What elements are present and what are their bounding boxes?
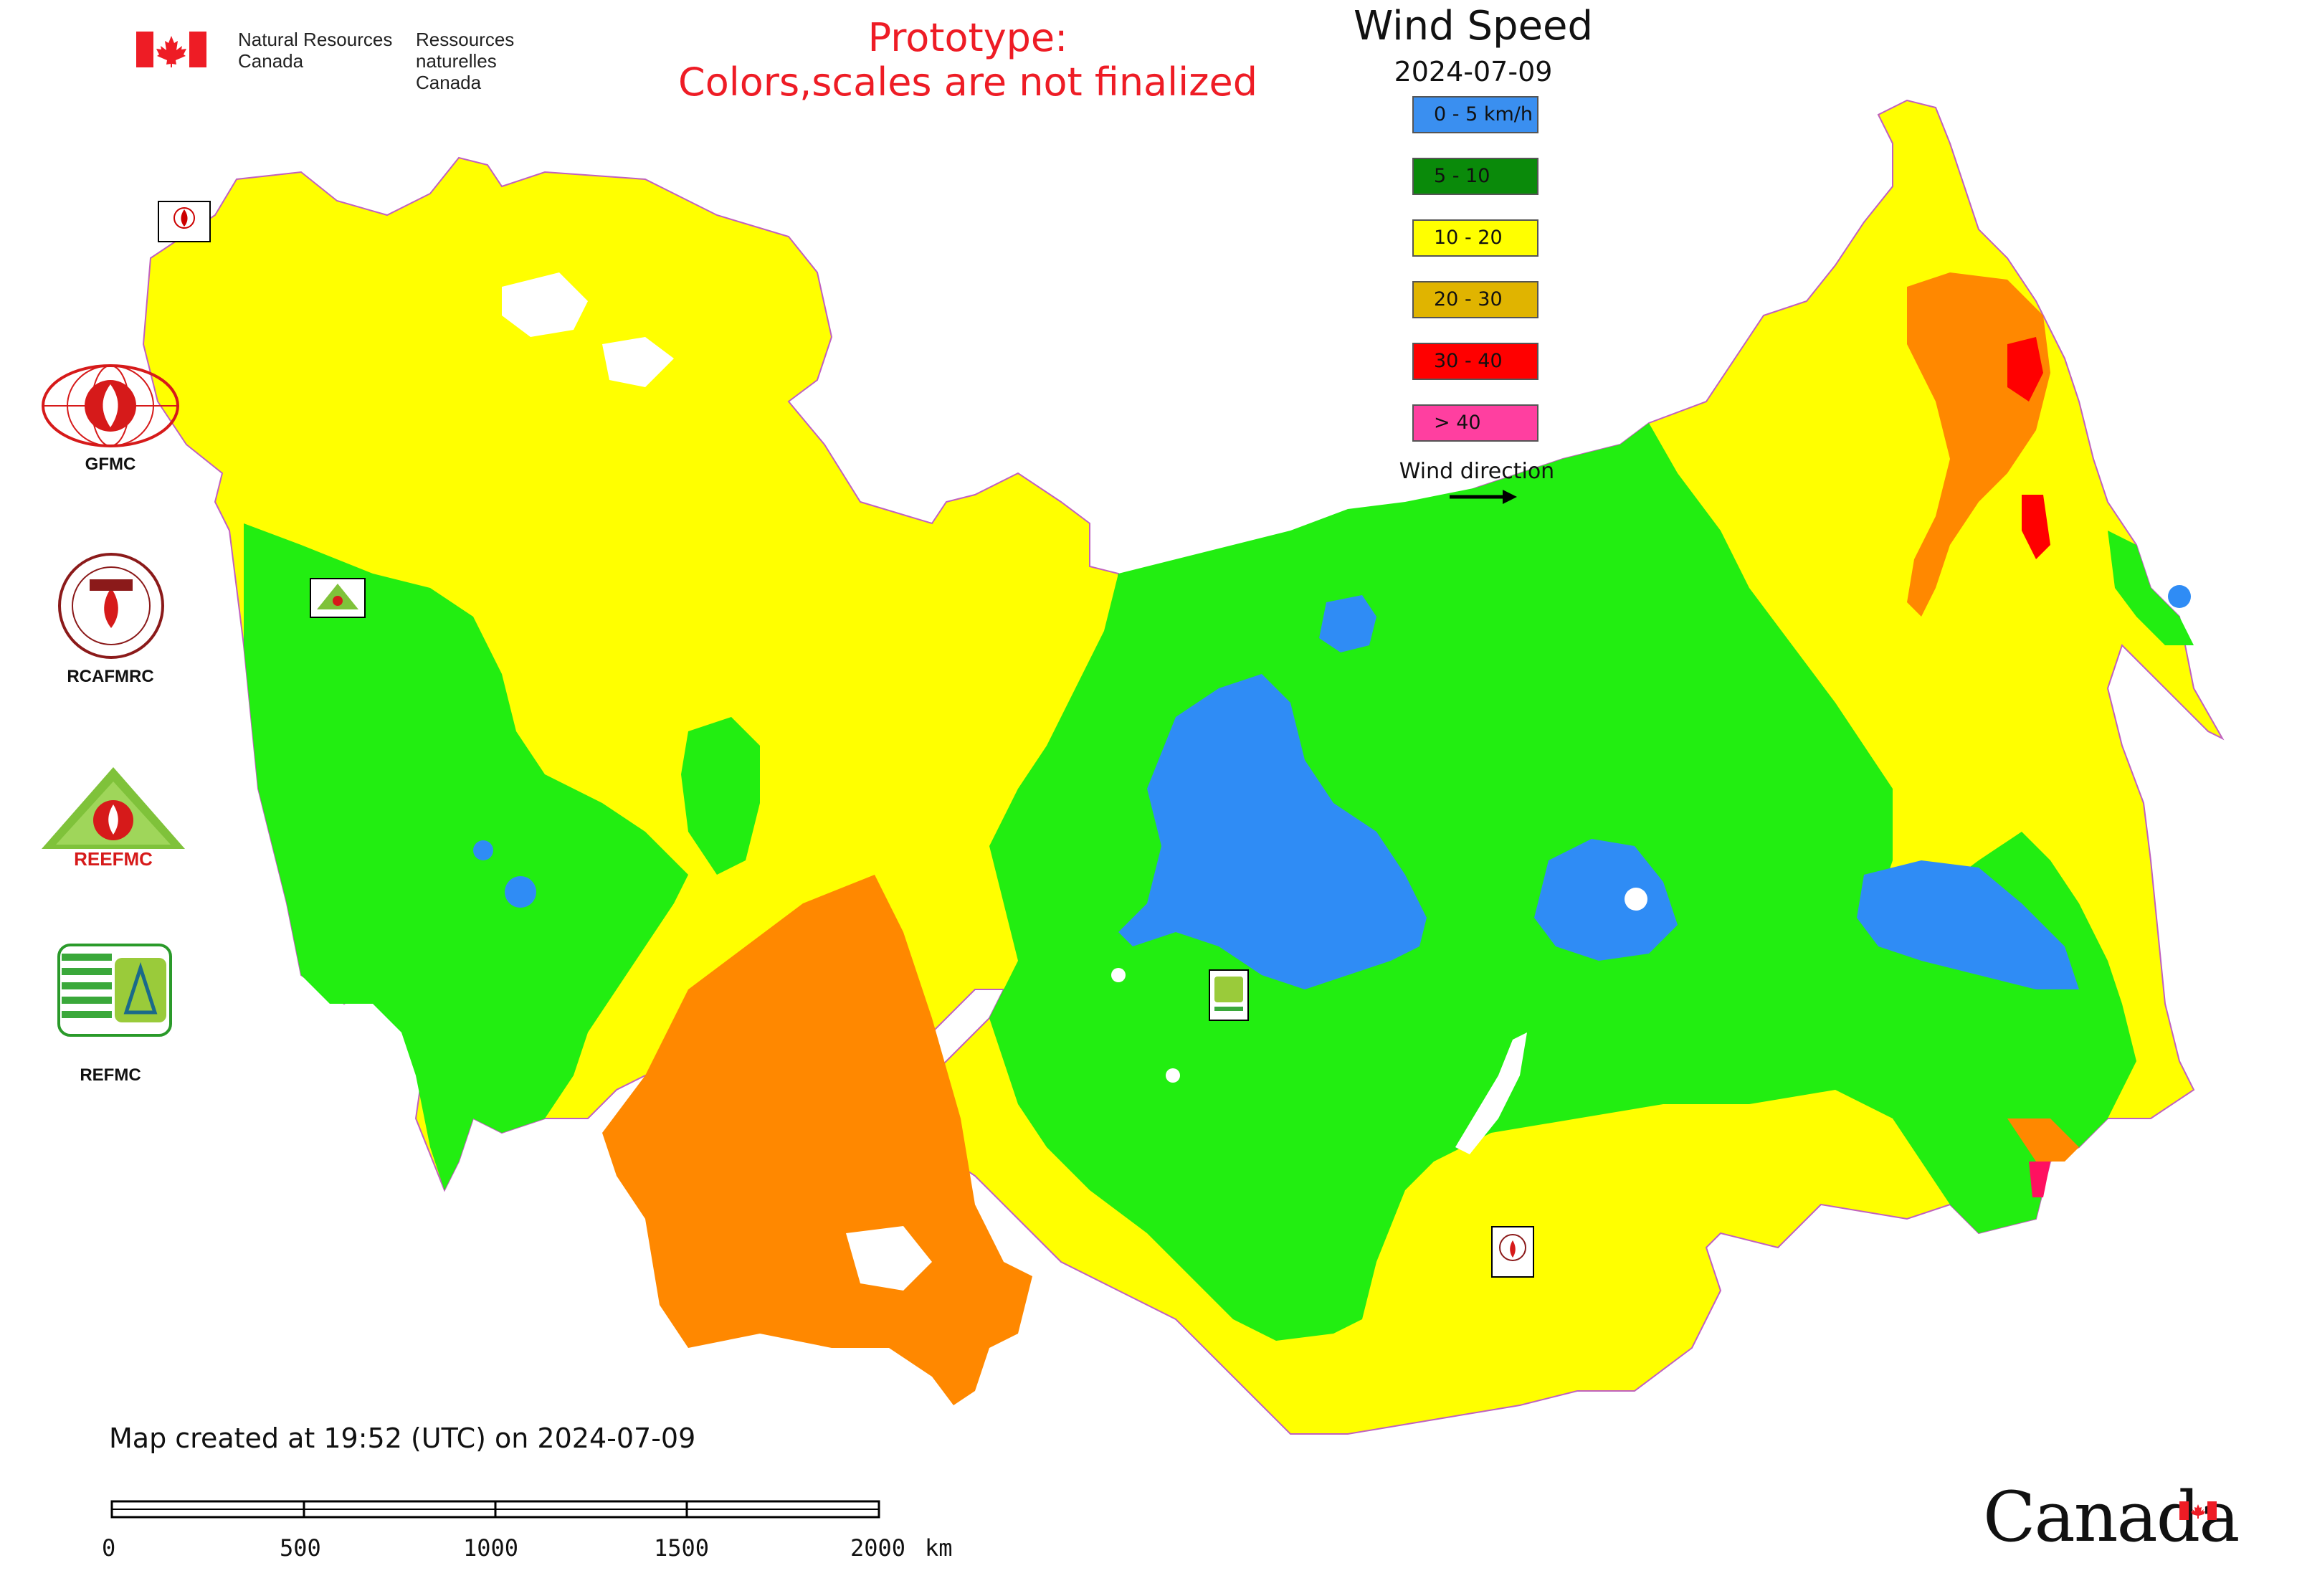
org-name-en-line1: Natural Resources [238, 29, 393, 50]
legend-label-extreme: > 40 [1434, 412, 1481, 434]
legend-label-light: 5 - 10 [1434, 165, 1490, 187]
gfmc-logo-icon [42, 364, 179, 447]
canada-flag-icon [136, 32, 206, 67]
prototype-line2: Colors,scales are not finalized [678, 60, 1257, 105]
legend-item-moderate: 10 - 20 [1412, 219, 1538, 257]
scale-tick-1500: 1500 [654, 1534, 710, 1562]
canada-wordmark: Canada [1983, 1477, 2240, 1557]
map-zone-calm-siberia [1118, 674, 1427, 989]
org-label-rcafmrc: RCAFMRC [67, 667, 154, 686]
legend-item-very-strong: 30 - 40 [1412, 343, 1538, 380]
legend-item-light: 5 - 10 [1412, 158, 1538, 195]
org-name-fr-line2: Canada [416, 72, 482, 93]
map-zone-strong-sakhalin [2007, 1118, 2079, 1162]
scale-tick-2000: 2000 [850, 1534, 906, 1562]
org-name-en-line2: Canada [238, 50, 304, 72]
map-zone-calm-amur [1857, 860, 2079, 989]
map-zone-calm-spot-west2 [473, 840, 493, 860]
refmc-map-marker-icon [1209, 969, 1249, 1021]
map-zone-strong-kazakh [602, 875, 1032, 1405]
map-zone-light-west [244, 523, 688, 1190]
map-lake-baikal [1455, 1032, 1527, 1154]
refmc-logo-icon [57, 944, 172, 1037]
map-zone-very-strong-kamchatka-east [2007, 337, 2043, 402]
legend-item-strong: 20 - 30 [1412, 281, 1538, 318]
canada-wordmark-flag-icon [2179, 1501, 2217, 1520]
map-created-note: Map created at 19:52 (UTC) on 2024-07-09 [109, 1422, 696, 1454]
org-name-fr-line1: Ressources naturelles [416, 29, 515, 72]
reefmc-logo-icon: REEFMC [42, 767, 185, 870]
scale-tick-500: 500 [280, 1534, 321, 1562]
map-date: 2024-07-09 [1394, 56, 1553, 87]
prototype-notice: Prototype: Colors,scales are not finaliz… [645, 16, 1290, 105]
map-zone-calm-spot-west [505, 876, 536, 908]
legend-label-strong: 20 - 30 [1434, 288, 1503, 310]
map-zone-very-strong-kamchatka-south [2022, 495, 2050, 559]
scale-tick-1000: 1000 [463, 1534, 519, 1562]
map-lake [1166, 1068, 1180, 1083]
legend-item-extreme: > 40 [1412, 404, 1538, 442]
map-title: Wind Speed [1353, 3, 1594, 49]
prototype-line1: Prototype: [867, 15, 1068, 60]
scale-bar [110, 1500, 880, 1519]
map-zone-calm-yakutia [1534, 839, 1678, 961]
scale-unit: km [925, 1534, 953, 1562]
org-label-refmc: REFMC [80, 1065, 141, 1085]
legend-item-calm: 0 - 5 km/h [1412, 96, 1538, 133]
map-lake [1625, 888, 1647, 911]
reefmc-map-marker-icon [310, 578, 366, 618]
rcafmrc-map-marker-icon [1491, 1226, 1534, 1278]
org-label-gfmc: GFMC [85, 455, 136, 474]
map-zone-calm-spot-kam [2168, 585, 2191, 608]
map-lake [1111, 968, 1126, 982]
rcafmrc-logo-icon [58, 553, 164, 659]
legend-label-calm: 0 - 5 km/h [1434, 103, 1533, 125]
scale-tick-0: 0 [102, 1534, 116, 1562]
map-zone-light-far-east [2108, 531, 2194, 645]
reefmc-logo-text: REEFMC [74, 848, 153, 870]
gfmc-small-logo-icon [158, 201, 211, 242]
nrcan-signature: Natural Resources Canada Ressources natu… [136, 29, 595, 93]
map-zone-light-urals [681, 717, 760, 875]
legend-label-very-strong: 30 - 40 [1434, 350, 1503, 372]
wind-direction-arrow-icon [1450, 490, 1517, 504]
legend-label-moderate: 10 - 20 [1434, 227, 1503, 249]
map-zone-calm-taimyr [1319, 595, 1376, 652]
wind-direction-label: Wind direction [1399, 459, 1555, 484]
map-zone-extreme-sakhalin [2029, 1162, 2050, 1197]
